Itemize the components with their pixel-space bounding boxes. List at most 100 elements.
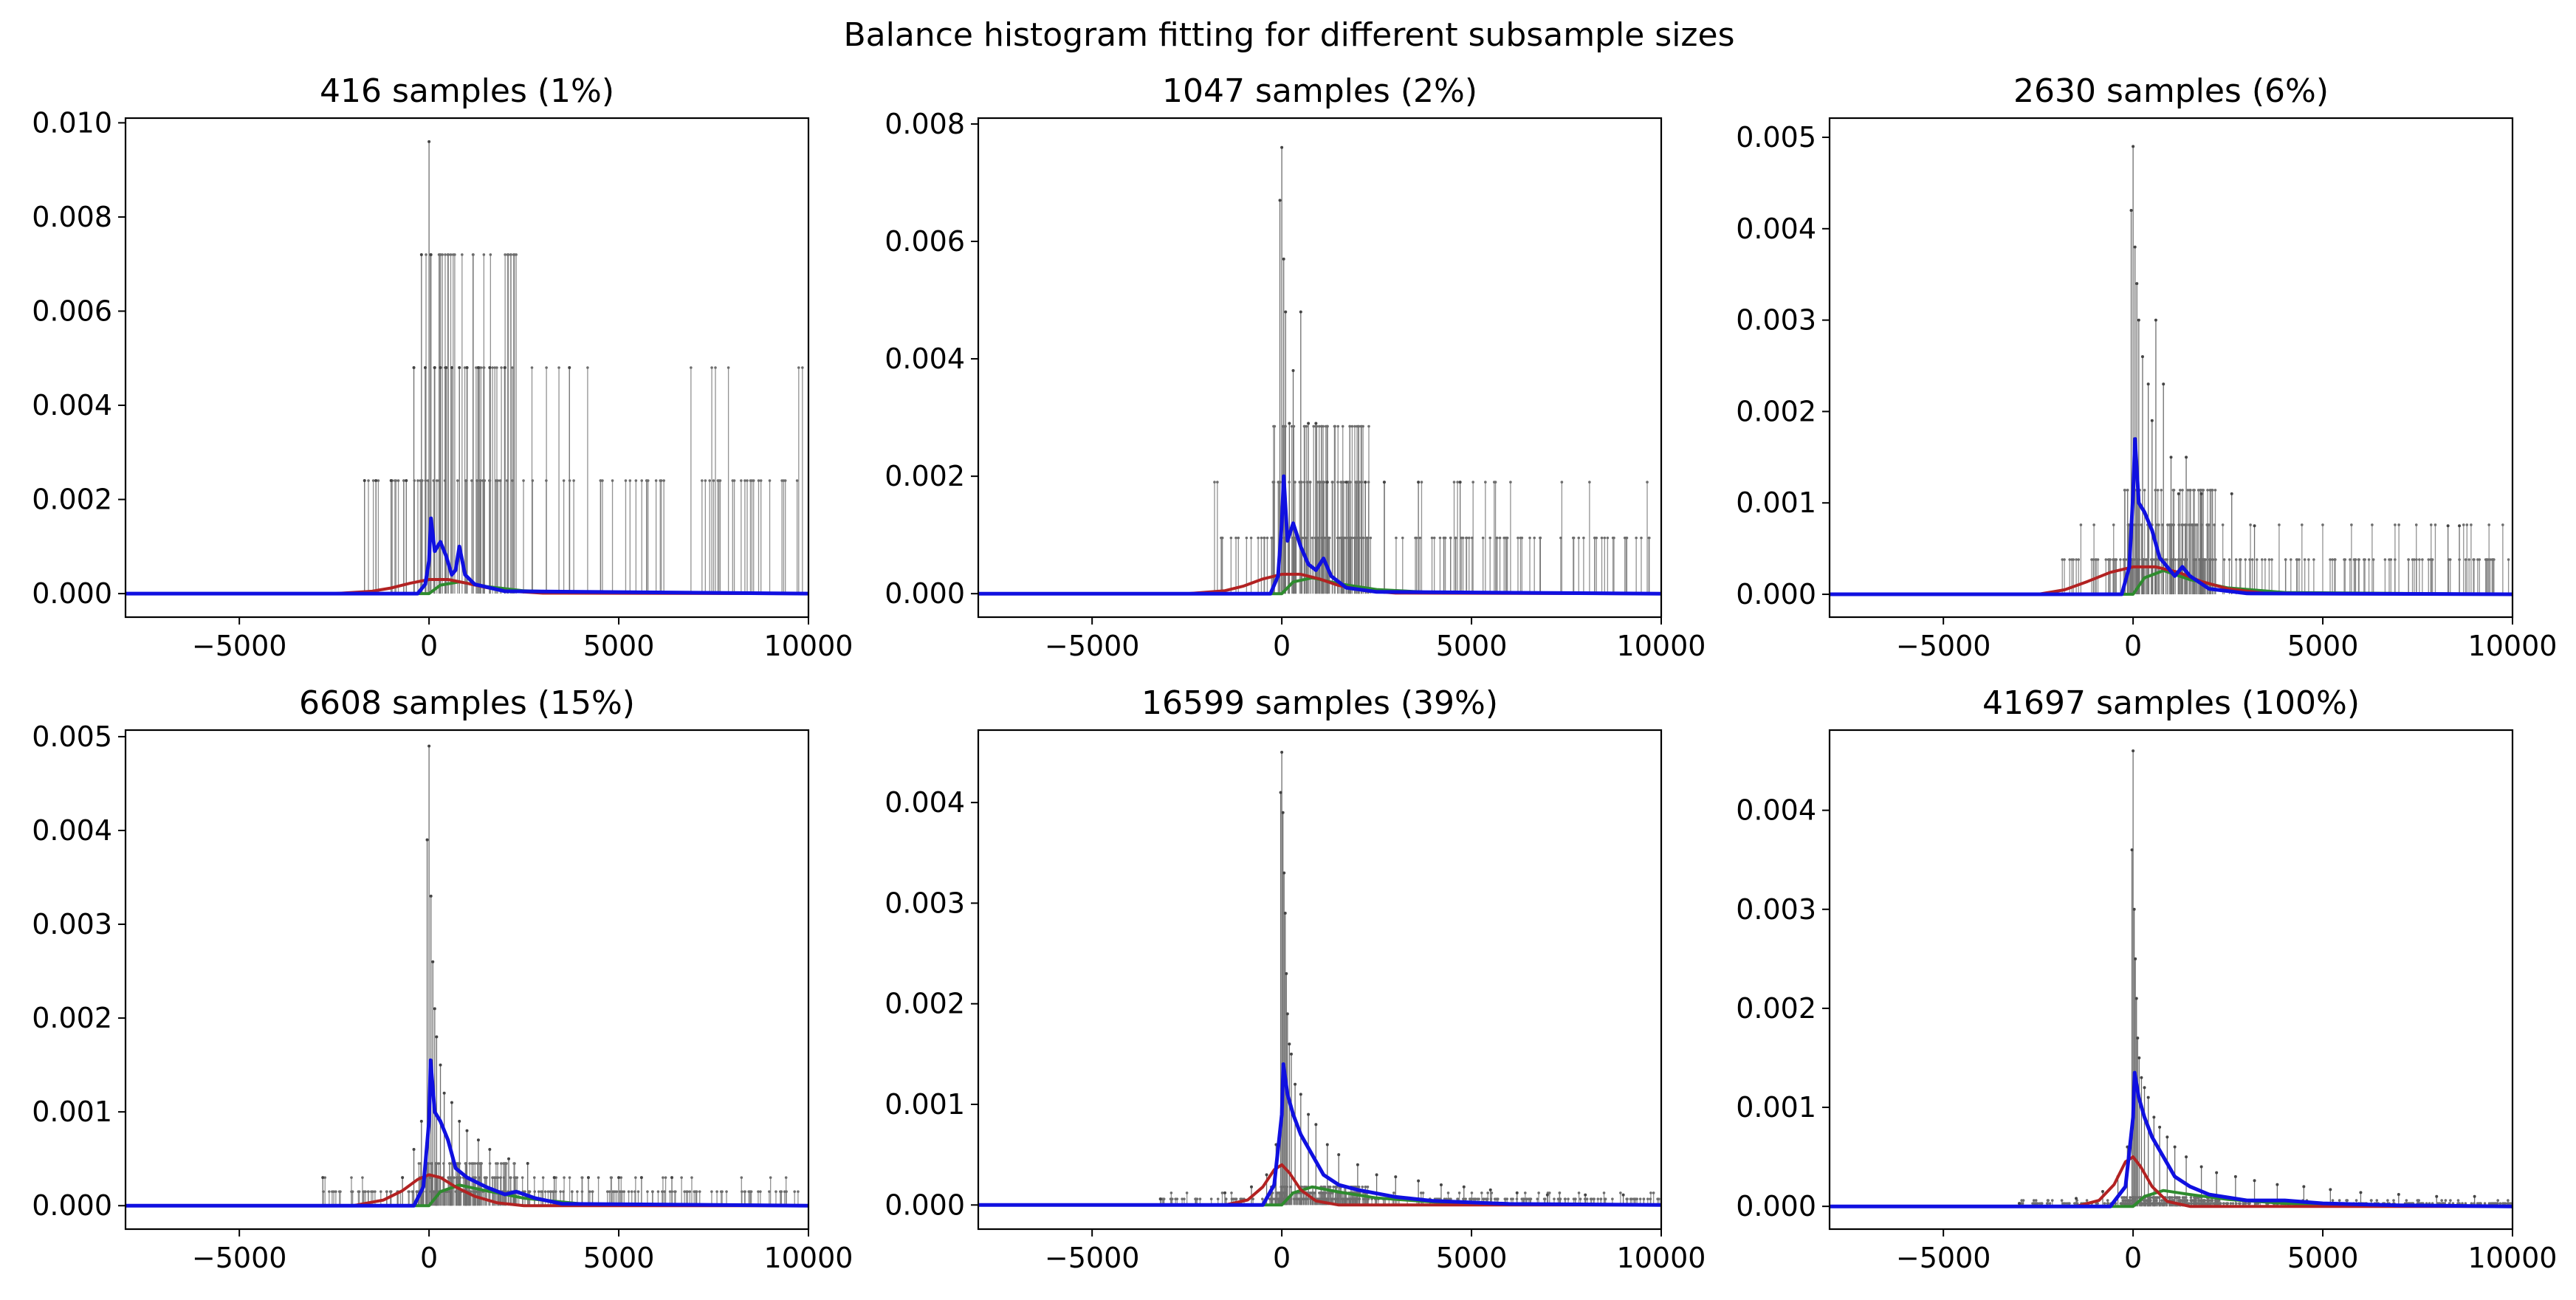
stem-marker: [2225, 1202, 2229, 1205]
stem-marker: [2498, 1202, 2502, 1205]
stem-marker: [1452, 481, 1456, 484]
stem-marker: [640, 479, 644, 482]
stem-marker: [725, 1190, 728, 1193]
stem-marker: [2197, 1199, 2201, 1202]
stem-marker: [746, 479, 749, 482]
stem-marker: [513, 1176, 516, 1179]
stem-marker: [698, 1190, 701, 1193]
stem-marker: [1284, 310, 1288, 314]
stem-marker: [512, 253, 515, 256]
stem-marker: [611, 1190, 614, 1193]
stem-marker: [1308, 1191, 1311, 1194]
stem-marker: [1307, 1112, 1311, 1116]
stem-marker: [2050, 1199, 2054, 1202]
stem-marker: [468, 1162, 471, 1165]
stem-marker: [2501, 523, 2504, 526]
stem-marker: [2501, 1202, 2504, 1205]
stem-marker: [1282, 257, 1285, 261]
stem-marker: [757, 1190, 760, 1193]
stem-marker: [385, 1190, 388, 1193]
stem-marker: [2202, 1199, 2206, 1202]
stem-marker: [1280, 145, 1284, 149]
stem-marker: [1520, 536, 1524, 540]
stem-marker: [1640, 536, 1643, 540]
stem-marker: [1589, 1197, 1593, 1200]
stem-marker: [2152, 1115, 2156, 1119]
stem-marker: [628, 479, 632, 482]
x-tick-label: −5000: [1045, 1242, 1140, 1274]
stem-marker: [1278, 199, 1282, 202]
stem-marker: [439, 366, 442, 369]
stem-marker: [656, 1190, 660, 1193]
stem-marker: [2473, 1194, 2476, 1198]
x-tick-label: 10000: [2468, 1242, 2558, 1274]
blue-fit-line: [126, 1058, 808, 1208]
stem-marker: [2370, 1199, 2373, 1202]
stem-marker: [662, 1176, 664, 1179]
stem-marker: [599, 479, 602, 482]
stem-marker: [1486, 1191, 1489, 1194]
stem-marker: [1270, 536, 1274, 540]
stem-marker: [515, 1176, 519, 1179]
stem-marker: [2068, 558, 2072, 561]
stem-marker: [1366, 1197, 1369, 1200]
red-fit-line: [1830, 1155, 2513, 1208]
stem-marker: [427, 744, 431, 748]
stem-marker: [1642, 1197, 1646, 1200]
stem-marker: [458, 1119, 461, 1123]
stem-marker: [576, 1190, 579, 1193]
stem-marker: [402, 479, 405, 482]
stem-marker: [1646, 1197, 1649, 1200]
stem-marker: [1322, 481, 1325, 484]
stem-marker: [2048, 1202, 2052, 1205]
stem-marker: [580, 1176, 583, 1179]
stem-marker: [2464, 558, 2467, 561]
stem-marker: [2123, 489, 2126, 492]
stem-marker: [1320, 424, 1323, 428]
stem-marker: [2129, 209, 2133, 213]
stem-marker: [2127, 523, 2131, 526]
stem-marker: [389, 1190, 393, 1193]
stem-marker: [1592, 1197, 1596, 1200]
stem-marker: [2158, 1125, 2162, 1129]
stem-marker: [757, 479, 760, 482]
stem-marker: [2134, 957, 2137, 960]
axes-frame: [977, 729, 1663, 1231]
stem-marker: [495, 366, 498, 369]
stem-marker: [1420, 481, 1423, 484]
stem-marker: [768, 1190, 771, 1193]
subplot-4: 6608 samples (15%) −5000 0 5000 10000 0.000 0.…: [32, 684, 853, 1274]
stem-marker: [1603, 1197, 1607, 1200]
stem-marker: [1475, 1197, 1479, 1200]
blue-fit-line: [978, 1062, 1661, 1207]
stem-marker: [499, 1162, 503, 1165]
stem-marker: [1359, 424, 1363, 428]
stem-marker: [475, 366, 478, 369]
stem-marker: [1369, 536, 1373, 540]
stem-marker: [2449, 1199, 2452, 1202]
y-tick-label: 0.006: [885, 225, 965, 258]
stem-marker: [2331, 558, 2334, 561]
stem-marker: [438, 253, 442, 256]
stem-marker: [470, 1162, 473, 1165]
stem-marker: [1447, 1197, 1451, 1200]
stem-marker: [1545, 1193, 1549, 1197]
stem-marker: [2244, 558, 2247, 561]
stem-marker: [1366, 536, 1370, 540]
stem-marker: [1419, 1191, 1423, 1194]
plot-area: [978, 145, 1661, 596]
stem-marker: [1558, 1191, 1562, 1194]
stem-marker: [2156, 1196, 2159, 1199]
stem-marker: [456, 479, 459, 482]
stem-marker: [1480, 1191, 1483, 1194]
stem-marker: [412, 366, 416, 369]
stem-marker: [493, 366, 497, 369]
y-tick-label: 0.004: [32, 389, 112, 422]
stem-marker: [1353, 536, 1356, 540]
stem-marker: [419, 252, 423, 256]
subplot-title: 1047 samples (2%): [1162, 72, 1477, 110]
stem-marker: [1418, 536, 1422, 540]
stem-marker: [458, 366, 461, 369]
stem-marker: [549, 1190, 552, 1193]
stem-marker: [1564, 1197, 1567, 1200]
